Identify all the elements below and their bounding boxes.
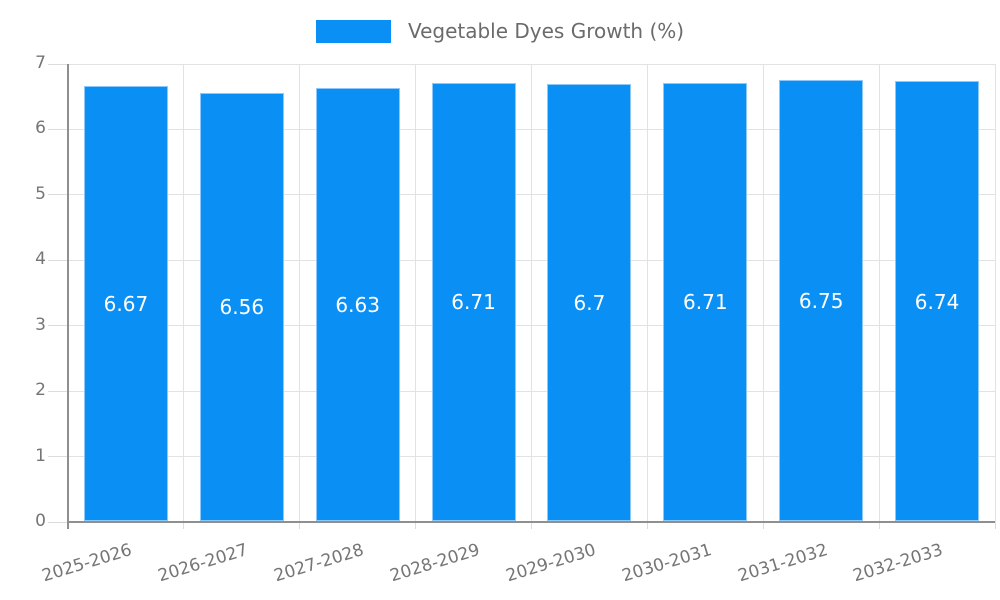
x-axis-tick-label: 2026-2027 (155, 540, 251, 587)
bar[interactable] (547, 83, 632, 521)
y-axis-tick-label: 7 (35, 53, 46, 73)
y-tick-mark (48, 194, 68, 196)
bar-value-label: 6.71 (683, 290, 728, 315)
x-tick-mark (531, 522, 532, 529)
bar[interactable] (199, 92, 284, 521)
bar-value-label: 6.75 (798, 289, 844, 314)
x-gridline (415, 64, 417, 522)
legend[interactable]: Vegetable Dyes Growth (%) (0, 20, 1000, 43)
y-axis-tick-label: 0 (35, 511, 46, 531)
bar-value-label: 6.74 (914, 289, 960, 314)
y-tick-mark (48, 63, 68, 65)
bar-value-label: 6.56 (219, 295, 265, 320)
bar[interactable] (663, 82, 748, 521)
bar-value-label: 6.71 (451, 290, 496, 315)
x-tick-mark (994, 522, 996, 529)
x-axis-tick-label: 2025-2026 (40, 540, 135, 587)
bar-value-label: 6.7 (573, 290, 606, 315)
y-axis-tick-label: 3 (35, 314, 46, 335)
x-axis-tick-label: 2031-2032 (735, 540, 830, 587)
y-axis-line (67, 64, 69, 529)
x-tick-mark (183, 522, 185, 529)
legend-swatch (315, 20, 391, 43)
x-tick-mark (646, 522, 648, 529)
bar[interactable] (895, 81, 980, 521)
x-gridline (762, 64, 764, 522)
x-tick-mark (299, 522, 301, 529)
x-axis-line (68, 521, 995, 523)
x-tick-mark (878, 522, 880, 529)
x-gridline (531, 64, 532, 522)
x-axis-tick-label: 2028-2029 (387, 540, 483, 587)
x-gridline (646, 64, 648, 522)
y-axis-tick-label: 6 (35, 118, 46, 139)
bar-value-label: 6.67 (103, 291, 149, 316)
bar[interactable] (83, 85, 168, 521)
bar-value-label: 6.63 (335, 293, 380, 318)
x-tick-mark (762, 522, 764, 529)
y-axis-tick-label: 1 (35, 445, 46, 466)
x-gridline (299, 64, 301, 522)
bar[interactable] (315, 88, 400, 521)
y-tick-mark (48, 128, 68, 130)
y-tick-mark (48, 325, 68, 327)
legend-label: Vegetable Dyes Growth (%) (407, 19, 685, 43)
x-gridline (994, 64, 996, 522)
x-gridline (183, 64, 185, 522)
y-tick-mark (48, 456, 68, 458)
y-axis-tick-label: 2 (35, 380, 46, 401)
y-axis-tick-label: 4 (35, 249, 46, 270)
y-axis-tick-label: 5 (35, 183, 46, 204)
x-axis-tick-label: 2032-2033 (851, 540, 946, 587)
x-axis-tick-label: 2030-2031 (619, 540, 714, 587)
x-gridline (878, 64, 880, 522)
x-tick-mark (415, 522, 417, 529)
x-axis-tick-label: 2029-2030 (503, 540, 598, 587)
bar[interactable] (779, 80, 864, 521)
x-axis-tick-label: 2027-2028 (271, 540, 367, 587)
y-tick-mark (48, 521, 68, 523)
y-tick-mark (48, 390, 68, 392)
bar[interactable] (431, 82, 516, 521)
y-tick-mark (48, 259, 68, 261)
